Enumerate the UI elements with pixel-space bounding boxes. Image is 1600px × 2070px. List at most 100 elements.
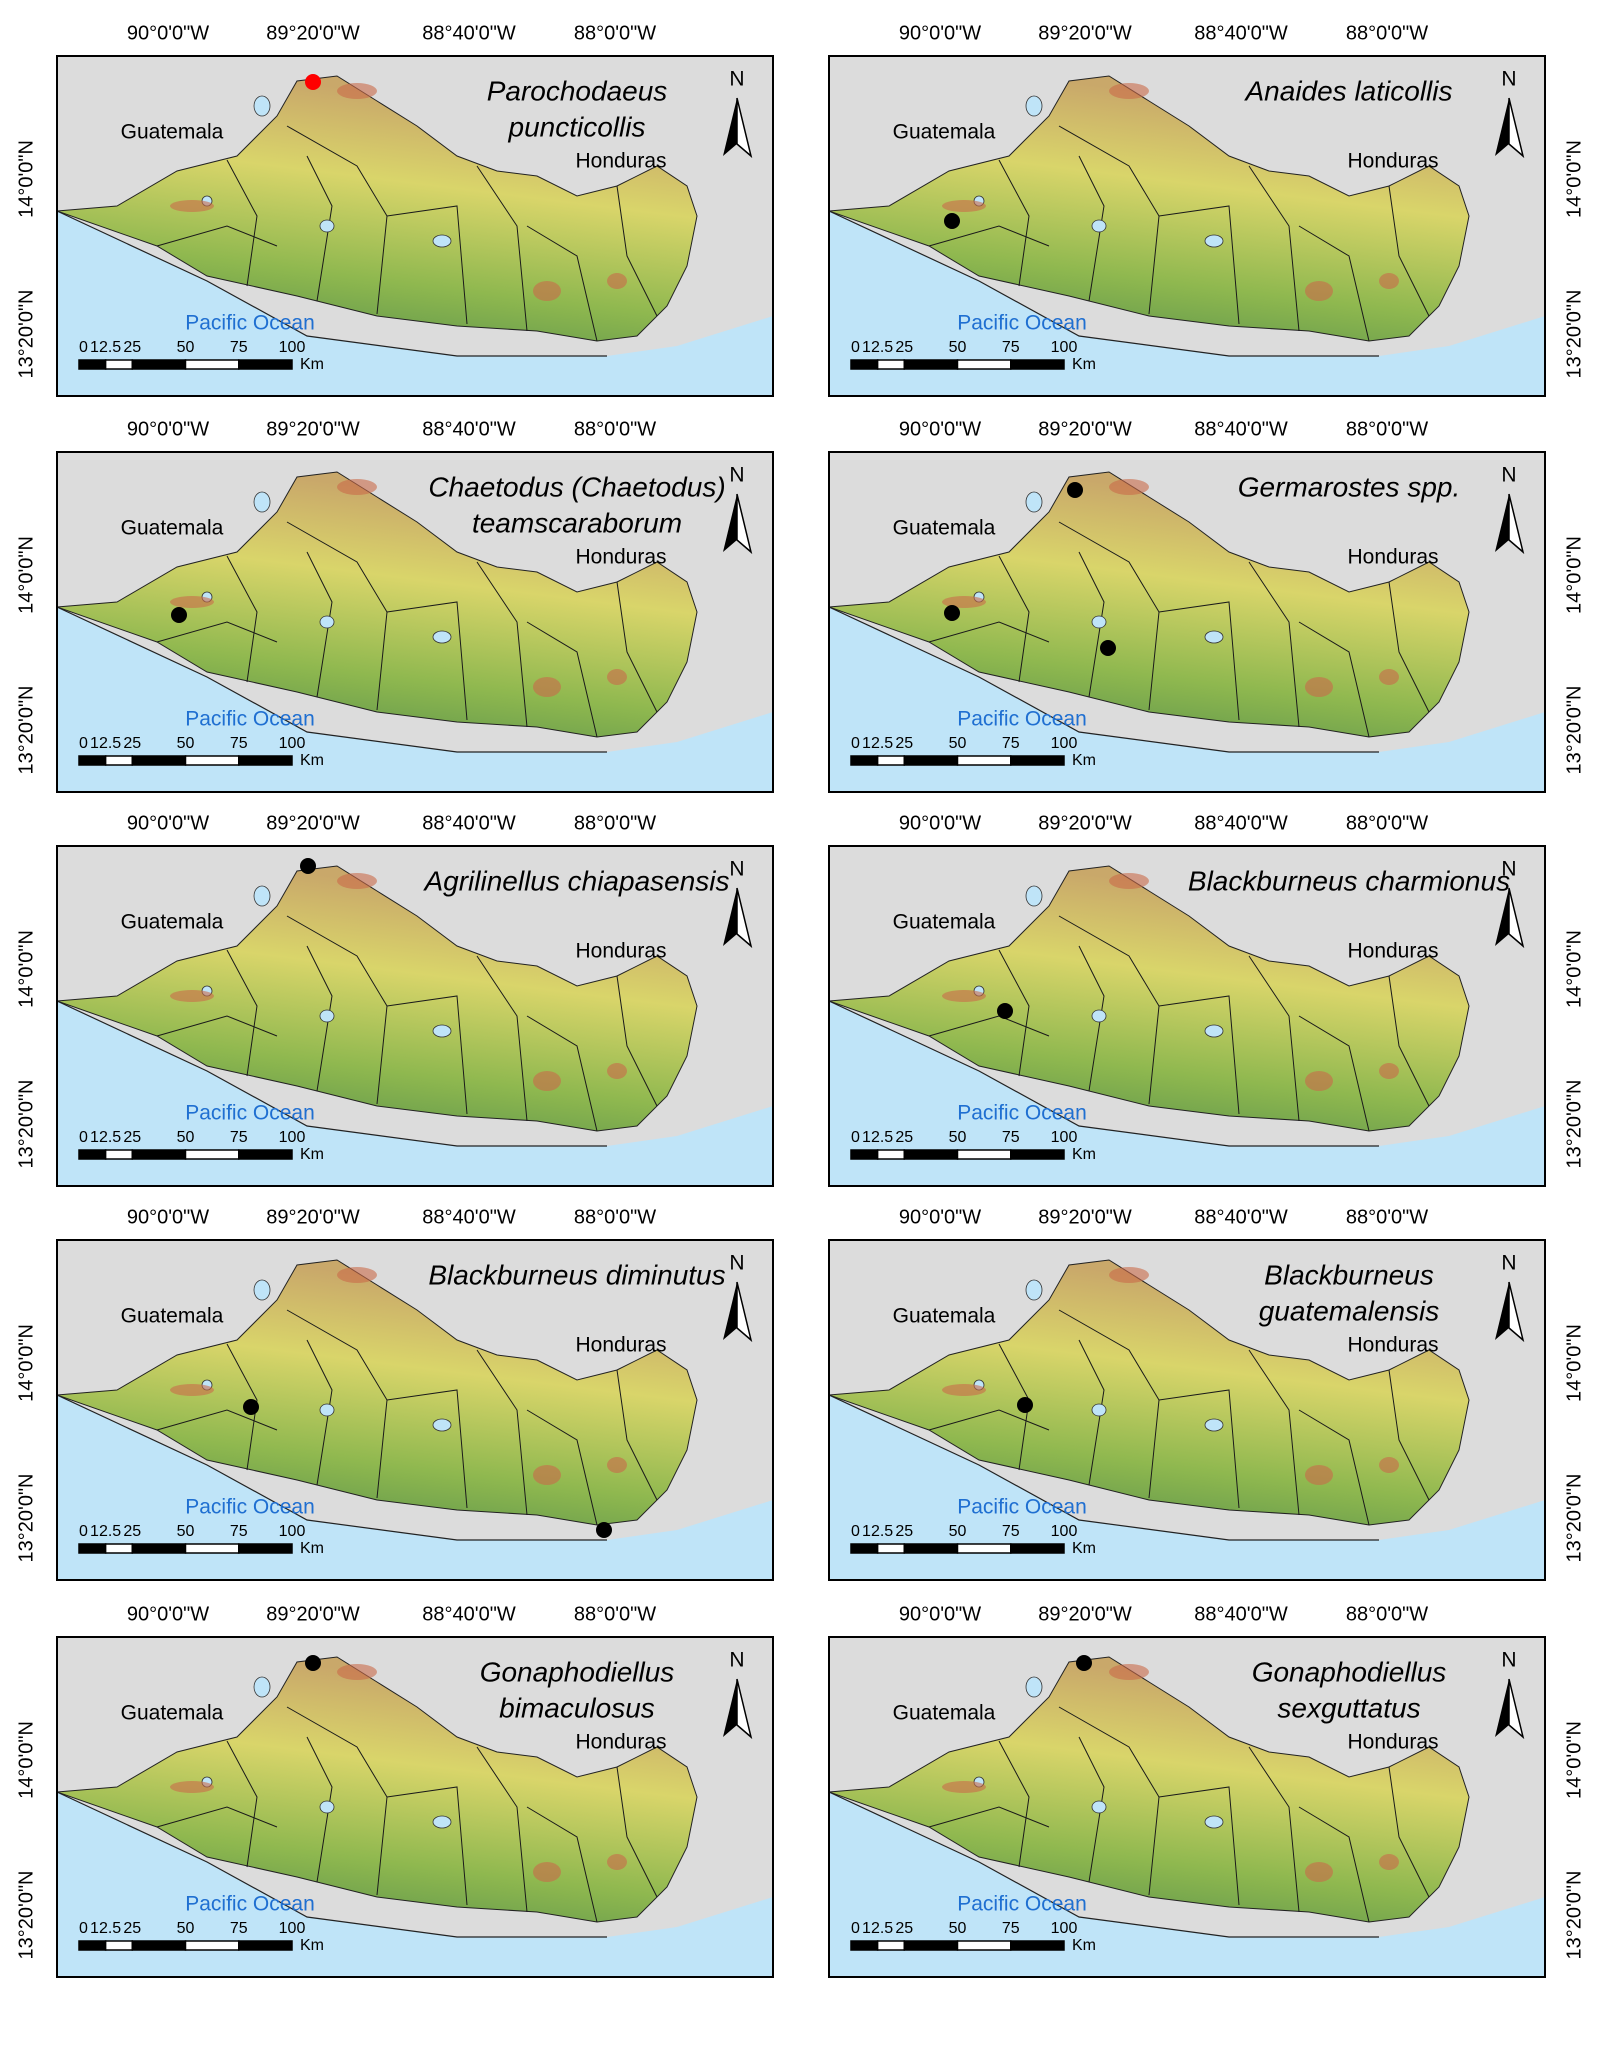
- latitude-label: 13°20'0"N: [15, 1080, 37, 1169]
- scale-label: 25: [895, 735, 913, 752]
- north-arrow: [723, 1679, 737, 1737]
- longitude-label: 89°20'0"W: [266, 1206, 360, 1228]
- panel-frame: [828, 55, 1546, 397]
- basemap: [829, 1637, 1545, 1977]
- scale-bar: [1010, 1543, 1065, 1554]
- scale-bar: [131, 755, 187, 766]
- north-label: N: [729, 464, 744, 487]
- occurrence-point: [1076, 1655, 1092, 1671]
- scale-label: 75: [230, 1129, 248, 1146]
- scale-label: 0: [851, 339, 860, 356]
- species-title: Gonaphodiellus: [480, 1656, 675, 1687]
- country-label: Honduras: [1347, 940, 1438, 963]
- scale-label: 75: [230, 1523, 248, 1540]
- scale-bar: [78, 1543, 107, 1554]
- scale-label: 50: [949, 735, 967, 752]
- basemap: [829, 1240, 1545, 1580]
- north-label: N: [1501, 1252, 1516, 1275]
- latitude-label: 14°0'0"N: [15, 930, 37, 1008]
- scale-label: 75: [1002, 1129, 1020, 1146]
- map-panel: Guatemala Honduras Pacific Ocean Blackburne…: [828, 845, 1546, 1187]
- occurrence-point: [1067, 482, 1083, 498]
- ocean-label: Pacific Ocean: [185, 1893, 315, 1916]
- scale-bar: [850, 1149, 879, 1160]
- scale-bar: [903, 1940, 959, 1951]
- scale-label: 100: [1051, 1920, 1078, 1937]
- scale-label: 75: [1002, 1920, 1020, 1937]
- north-label: N: [1501, 858, 1516, 881]
- panel-frame: [828, 845, 1546, 1187]
- scale-label: 12.5: [862, 339, 893, 356]
- scale-label: 12.5: [862, 735, 893, 752]
- species-title: teamscaraborum: [472, 507, 682, 538]
- basemap: [829, 56, 1545, 396]
- scale-bar: [78, 755, 107, 766]
- scale-bar: [850, 1543, 879, 1554]
- scale-bar: [1010, 1940, 1065, 1951]
- scale-bar: [104, 755, 133, 766]
- scale-bar: [956, 1940, 1012, 1951]
- scale-bar: [104, 1543, 133, 1554]
- scale-label: 75: [1002, 339, 1020, 356]
- scale-bar: [876, 1940, 905, 1951]
- species-title: Gonaphodiellus: [1252, 1656, 1447, 1687]
- scale-label: 25: [895, 339, 913, 356]
- panel-frame: [56, 1636, 774, 1978]
- scale-label: 50: [177, 1523, 195, 1540]
- scale-label: 50: [177, 339, 195, 356]
- scale-unit: Km: [300, 752, 324, 769]
- north-arrow: [723, 888, 737, 946]
- scale-bar: [876, 359, 905, 370]
- scale-bar: [956, 1543, 1012, 1554]
- latitude-label: 14°0'0"N: [1563, 1324, 1585, 1402]
- country-label: Honduras: [575, 150, 666, 173]
- scale-bar: [876, 1149, 905, 1160]
- scale-label: 0: [79, 735, 88, 752]
- north-arrow: [736, 1281, 753, 1343]
- scale-label: 100: [279, 1523, 306, 1540]
- scale-label: 25: [895, 1920, 913, 1937]
- longitude-label: 88°40'0"W: [422, 1206, 516, 1228]
- north-arrow: [1495, 98, 1509, 156]
- scale-label: 0: [851, 735, 860, 752]
- longitude-label: 89°20'0"W: [266, 22, 360, 44]
- north-label: N: [729, 858, 744, 881]
- latitude-label: 14°0'0"N: [15, 140, 37, 218]
- country-label: Honduras: [1347, 1731, 1438, 1754]
- north-arrow: [1508, 1281, 1525, 1343]
- north-label: N: [729, 1252, 744, 1275]
- longitude-label: 88°0'0"W: [1346, 418, 1428, 440]
- country-label: Honduras: [1347, 546, 1438, 569]
- latitude-label: 14°0'0"N: [15, 1721, 37, 1799]
- north-arrow: [736, 97, 753, 159]
- scale-unit: Km: [1072, 1937, 1096, 1954]
- country-label: Guatemala: [121, 1702, 224, 1725]
- longitude-label: 88°40'0"W: [1194, 1603, 1288, 1625]
- species-title: Agrilinellus chiapasensis: [422, 865, 729, 896]
- latitude-label: 14°0'0"N: [1563, 1721, 1585, 1799]
- scale-bar: [184, 1543, 240, 1554]
- longitude-label: 88°40'0"W: [1194, 1206, 1288, 1228]
- longitude-label: 89°20'0"W: [1038, 1206, 1132, 1228]
- scale-label: 12.5: [90, 1920, 121, 1937]
- scale-unit: Km: [1072, 356, 1096, 373]
- map-panel: Guatemala Honduras Pacific Ocean Agrilinell…: [56, 845, 774, 1187]
- scale-label: 100: [279, 339, 306, 356]
- longitude-label: 88°40'0"W: [1194, 22, 1288, 44]
- scale-label: 25: [123, 1523, 141, 1540]
- scale-label: 12.5: [90, 1129, 121, 1146]
- map-panel: Guatemala Honduras Pacific Ocean Chaetodus …: [56, 451, 774, 793]
- panel-frame: [56, 845, 774, 1187]
- longitude-label: 89°20'0"W: [266, 418, 360, 440]
- country-label: Honduras: [1347, 150, 1438, 173]
- occurrence-point: [300, 858, 316, 874]
- scale-label: 100: [1051, 1129, 1078, 1146]
- basemap: [57, 56, 773, 396]
- country-label: Guatemala: [121, 1305, 224, 1328]
- scale-label: 12.5: [90, 1523, 121, 1540]
- occurrence-point: [305, 1655, 321, 1671]
- longitude-label: 88°0'0"W: [574, 1206, 656, 1228]
- scale-bar: [903, 1149, 959, 1160]
- panel-frame: [56, 1239, 774, 1581]
- scale-label: 25: [123, 1129, 141, 1146]
